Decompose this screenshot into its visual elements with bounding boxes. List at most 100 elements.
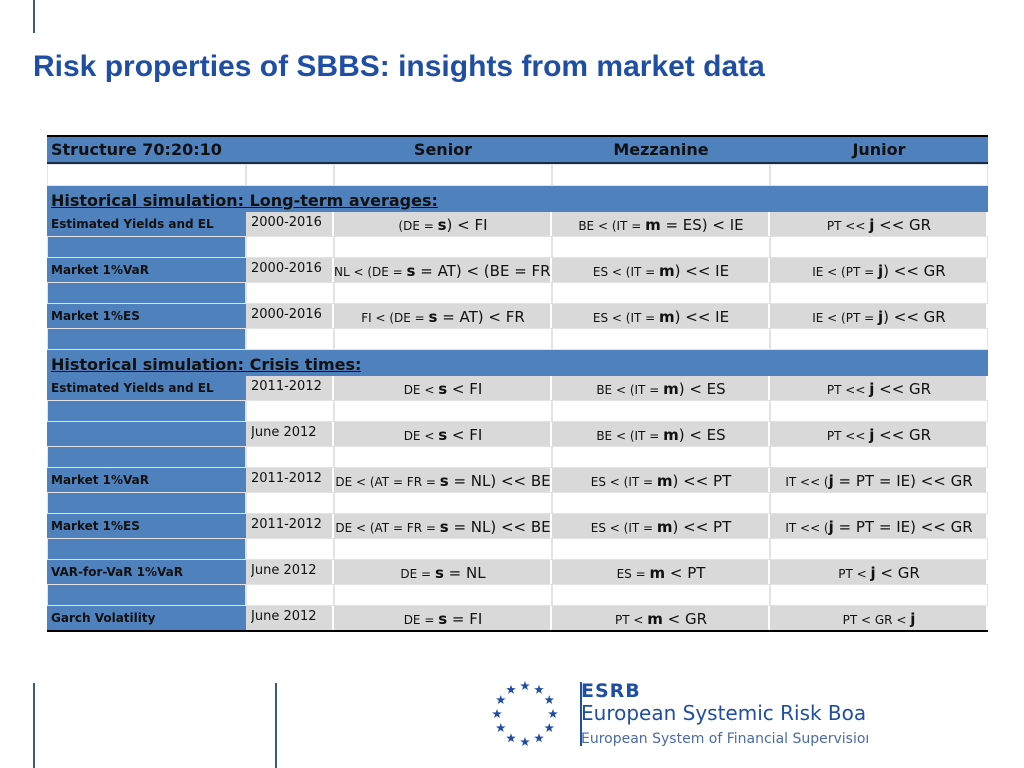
spacer-cell [770, 492, 988, 514]
cell-text: PT < GR < [842, 613, 911, 627]
row-period: June 2012 [251, 609, 317, 624]
header-cell: Structure 70:20:10 [51, 140, 222, 159]
spacer-cell [770, 282, 988, 304]
row-label: Garch Volatility [51, 611, 156, 625]
ranking-cell: PT < GR < j [770, 606, 988, 630]
cell-text: j [828, 472, 834, 490]
row-cell [552, 304, 770, 328]
cell-text: ES < (IT = [590, 475, 657, 489]
cell-text: NL < (DE = [334, 265, 407, 279]
row-cell [552, 258, 770, 282]
spacer-cell [47, 282, 246, 304]
cell-text: ) << PT [672, 472, 732, 490]
bottom-rule [47, 630, 988, 632]
logo-star [492, 709, 502, 718]
cell-text: DE < [403, 383, 439, 397]
cell-text: DE < (AT = FR = [335, 521, 440, 535]
cell-text: DE = [403, 613, 439, 627]
cell-text: s [439, 518, 449, 536]
ranking-cell: PT < j < GR [770, 560, 988, 584]
cell-text: ) << GR [883, 308, 946, 326]
row-period: June 2012 [251, 425, 317, 440]
row-cell [552, 376, 770, 400]
cell-text: s [406, 262, 416, 280]
spacer-cell [552, 400, 770, 422]
cell-text: m [663, 380, 679, 398]
cell-text: j [870, 564, 876, 582]
cell-text: s [438, 610, 448, 628]
cell-text: ES < (IT = [590, 521, 657, 535]
cell-text: FI < (DE = [361, 311, 429, 325]
cell-text: = ES) < IE [660, 216, 744, 234]
cell-text: j [869, 380, 875, 398]
spacer-cell [47, 236, 246, 258]
cell-text: DE < (AT = FR = [335, 475, 440, 489]
row-cell [552, 514, 770, 538]
spacer-cell [47, 164, 246, 186]
spacer-cell [246, 584, 334, 606]
row-cell [770, 304, 988, 328]
row-cell [552, 468, 770, 492]
logo-acronym: ESRB [581, 680, 641, 702]
row-cell [334, 304, 552, 328]
section-title: Historical simulation: Crisis times: [51, 355, 362, 374]
spacer-cell [47, 328, 246, 350]
spacer-cell [246, 492, 334, 514]
spacer-cell [246, 236, 334, 258]
cell-text: m [663, 426, 679, 444]
ranking-cell: DE < (AT = FR = s = NL) << BE [334, 514, 552, 538]
cell-text: < FI [447, 380, 483, 398]
logo-star [496, 695, 506, 704]
header-cell: Junior [852, 140, 906, 159]
cell-text: = PT = IE) << GR [833, 472, 973, 490]
ranking-cell: BE < (IT = m = ES) < IE [552, 212, 770, 236]
row-cell [246, 422, 334, 446]
section-row [47, 186, 988, 212]
row-cell [334, 560, 552, 584]
row-label: Market 1%VaR [51, 473, 150, 487]
spacer-cell [552, 446, 770, 468]
spacer-cell [552, 584, 770, 606]
spacer-cell [770, 538, 988, 560]
row-cell [246, 560, 334, 584]
spacer-cell [770, 164, 988, 186]
row-cell [552, 606, 770, 630]
ranking-cell: IE < (PT = j) << GR [770, 258, 988, 282]
cell-text: j [828, 518, 834, 536]
row-period: 2000-2016 [251, 261, 322, 276]
cell-text: IE < (PT = [812, 311, 878, 325]
spacer-cell [246, 446, 334, 468]
spacer-cell [334, 164, 552, 186]
row-label: VAR-for-VaR 1%VaR [51, 565, 183, 579]
ranking-cell: IT << (j = PT = IE) << GR [770, 514, 988, 538]
spacer-cell [334, 538, 552, 560]
cell-text: << GR [874, 426, 932, 444]
cell-text: (DE = [398, 219, 438, 233]
cell-text: m [645, 216, 661, 234]
row-cell [334, 376, 552, 400]
cell-text: ) << IE [674, 308, 730, 326]
cell-text: m [647, 610, 663, 628]
spacer-cell [770, 400, 988, 422]
cell-text: m [659, 262, 675, 280]
row-cell [770, 468, 988, 492]
cell-text: << GR [874, 216, 932, 234]
ranking-cell: NL < (DE = s = AT) < (BE = FR) [334, 258, 552, 282]
spacer-cell [770, 236, 988, 258]
row-period: 2000-2016 [251, 307, 322, 322]
cell-text: IT << ( [785, 475, 829, 489]
row-label: Estimated Yields and EL [51, 381, 214, 395]
cell-text: ) << PT [672, 518, 732, 536]
ranking-cell: DE < (AT = FR = s = NL) << BE [334, 468, 552, 492]
spacer-cell [770, 584, 988, 606]
cell-text: = AT) < (BE = FR) [415, 262, 552, 280]
row-label: Estimated Yields and EL [51, 217, 214, 231]
cell-text: ) < FI [446, 216, 488, 234]
row-cell [770, 560, 988, 584]
cell-text: < FI [447, 426, 483, 444]
spacer-cell [552, 164, 770, 186]
row-cell [246, 606, 334, 630]
cell-text: = NL) << BE [448, 518, 551, 536]
